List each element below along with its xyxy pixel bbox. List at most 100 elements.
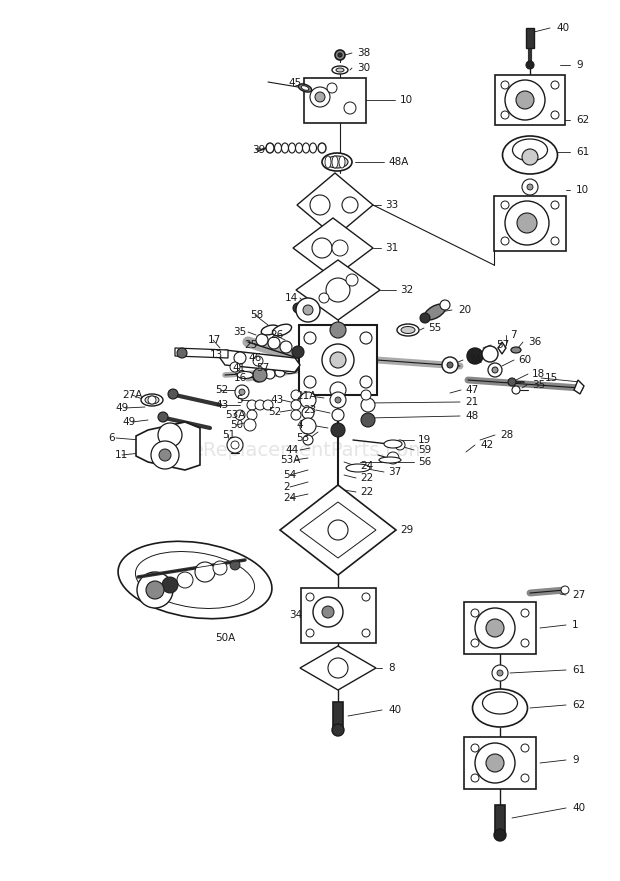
Text: 10: 10 <box>576 185 589 195</box>
Text: 52: 52 <box>215 385 228 395</box>
Text: 58: 58 <box>250 310 264 320</box>
Circle shape <box>148 396 156 404</box>
Polygon shape <box>296 260 380 320</box>
Circle shape <box>551 111 559 119</box>
Bar <box>494 196 566 250</box>
Text: 47: 47 <box>465 385 478 395</box>
Text: 57: 57 <box>496 340 509 350</box>
Circle shape <box>497 670 503 676</box>
Ellipse shape <box>424 304 446 320</box>
Polygon shape <box>293 218 373 278</box>
Text: 37: 37 <box>388 467 401 477</box>
Circle shape <box>247 410 257 420</box>
Ellipse shape <box>346 464 370 472</box>
Text: 62: 62 <box>572 700 585 710</box>
Text: 40: 40 <box>388 705 401 715</box>
Ellipse shape <box>301 85 309 91</box>
Circle shape <box>234 352 246 364</box>
Ellipse shape <box>511 347 521 353</box>
Circle shape <box>293 303 303 313</box>
Circle shape <box>291 410 301 420</box>
Text: 21A: 21A <box>296 391 316 401</box>
Circle shape <box>328 658 348 678</box>
Polygon shape <box>136 422 200 470</box>
Bar <box>464 737 536 789</box>
Circle shape <box>521 774 529 782</box>
Text: 52: 52 <box>268 407 281 417</box>
Text: 50: 50 <box>230 420 243 430</box>
Circle shape <box>268 337 280 349</box>
Text: eReplacementParts.com: eReplacementParts.com <box>192 440 428 460</box>
Circle shape <box>505 201 549 245</box>
Bar <box>526 28 534 48</box>
Circle shape <box>387 452 399 464</box>
Circle shape <box>151 441 179 469</box>
Circle shape <box>159 449 171 461</box>
Text: 53: 53 <box>296 433 309 443</box>
Circle shape <box>315 92 325 102</box>
Polygon shape <box>175 348 228 358</box>
Circle shape <box>522 179 538 195</box>
Circle shape <box>326 278 350 302</box>
Circle shape <box>440 300 450 310</box>
Ellipse shape <box>318 143 326 153</box>
Circle shape <box>227 437 243 453</box>
Text: 18: 18 <box>532 369 545 379</box>
Circle shape <box>195 562 215 582</box>
Text: 62: 62 <box>576 115 589 125</box>
Circle shape <box>505 80 545 120</box>
Ellipse shape <box>397 324 419 336</box>
Circle shape <box>256 334 268 346</box>
Text: 35: 35 <box>532 380 545 390</box>
Circle shape <box>561 586 569 594</box>
Circle shape <box>475 743 515 783</box>
Circle shape <box>361 398 375 412</box>
Circle shape <box>522 149 538 165</box>
Text: 48A: 48A <box>388 157 409 167</box>
Circle shape <box>551 81 559 89</box>
Circle shape <box>158 412 168 422</box>
Text: 61: 61 <box>576 147 589 157</box>
Circle shape <box>306 629 314 637</box>
Polygon shape <box>498 342 506 354</box>
Circle shape <box>253 368 267 382</box>
Circle shape <box>300 392 316 408</box>
Text: 11: 11 <box>115 450 128 460</box>
Circle shape <box>275 367 285 377</box>
Circle shape <box>322 344 354 376</box>
Text: 17: 17 <box>208 335 221 345</box>
Circle shape <box>319 293 329 303</box>
Text: 35: 35 <box>232 327 246 337</box>
Circle shape <box>420 313 430 323</box>
Text: 1: 1 <box>572 620 578 630</box>
Bar <box>299 325 377 395</box>
Ellipse shape <box>261 325 279 335</box>
Text: 44: 44 <box>285 445 298 455</box>
Text: 6: 6 <box>108 433 115 443</box>
Circle shape <box>471 639 479 647</box>
Circle shape <box>330 352 346 368</box>
Circle shape <box>177 348 187 358</box>
Text: 31: 31 <box>385 243 398 253</box>
Circle shape <box>526 61 534 69</box>
Circle shape <box>492 367 498 373</box>
Circle shape <box>303 305 313 315</box>
Circle shape <box>327 83 337 93</box>
Circle shape <box>516 91 534 109</box>
Text: 28: 28 <box>500 430 513 440</box>
Ellipse shape <box>281 143 288 153</box>
Circle shape <box>253 372 263 382</box>
Ellipse shape <box>513 139 547 161</box>
Text: 9: 9 <box>572 755 578 765</box>
Circle shape <box>177 572 193 588</box>
Ellipse shape <box>283 366 297 374</box>
Circle shape <box>395 440 405 450</box>
Text: 22: 22 <box>360 487 373 497</box>
Ellipse shape <box>296 143 303 153</box>
Circle shape <box>230 362 240 372</box>
Circle shape <box>291 390 301 400</box>
Text: 48: 48 <box>465 411 478 421</box>
Ellipse shape <box>332 156 338 168</box>
Circle shape <box>344 102 356 114</box>
Circle shape <box>501 111 509 119</box>
